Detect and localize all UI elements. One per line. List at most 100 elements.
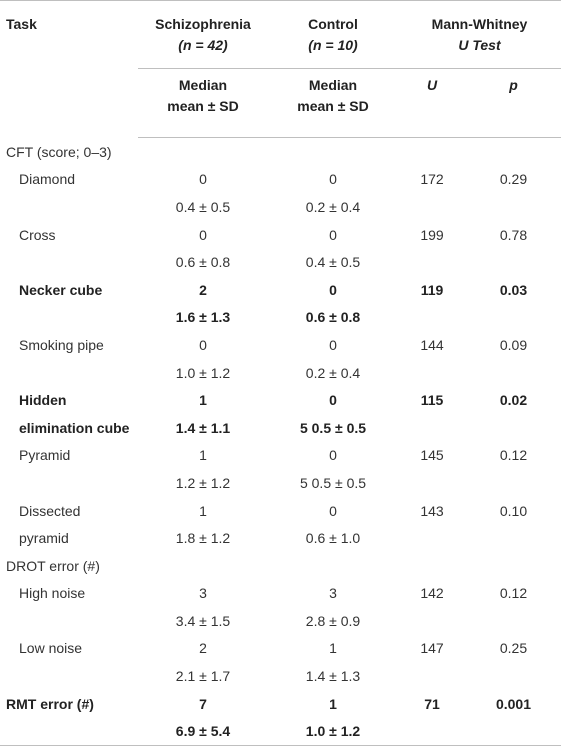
table-row: 1.2 ± 1.2 5 0.5 ± 0.5 — [0, 469, 561, 497]
cell-u: 144 — [420, 336, 444, 353]
cell-u: 142 — [420, 585, 444, 602]
cell-u: 119 — [420, 281, 444, 298]
cell-p — [466, 193, 561, 221]
cell-control: 0 — [329, 171, 337, 188]
cell-control: 3 — [329, 585, 337, 602]
cell-p: 0.02 — [499, 392, 528, 409]
header-row-2: Median mean ± SD Median mean ± SD U p — [0, 68, 561, 138]
cell-schizophrenia: 2 — [199, 281, 207, 298]
cell-schizophrenia: 3 — [199, 585, 207, 602]
cell-p: 0.78 — [499, 226, 528, 243]
table-row: 1.6 ± 1.3 0.6 ± 0.8 — [0, 304, 561, 332]
cell-u — [398, 607, 466, 635]
cell-p: 0.03 — [499, 281, 528, 298]
task-label: Diamond — [19, 171, 76, 188]
table-row: CFT (score; 0–3) — [0, 138, 561, 166]
cell-control: 0.2 ± 0.4 — [305, 364, 361, 381]
cell-u — [398, 304, 466, 332]
section-label — [0, 717, 138, 747]
header-mann-whitney: Mann-Whitney U Test — [398, 0, 561, 69]
cell-u — [398, 248, 466, 276]
table-row: Pyramid 1 0 145 0.12 — [0, 442, 561, 470]
task-label — [0, 248, 138, 276]
cell-schizophrenia: 3.4 ± 1.5 — [175, 612, 231, 629]
table-row: 1.0 ± 1.2 0.2 ± 0.4 — [0, 359, 561, 387]
table-row: Cross 0 0 199 0.78 — [0, 221, 561, 249]
cell-p — [466, 248, 561, 276]
cell-u: 115 — [420, 392, 444, 409]
cell-schizophrenia: 1 — [199, 502, 207, 519]
section-label: RMT error (#) — [6, 695, 94, 712]
task-label: Dissected — [19, 502, 81, 519]
cell-schizophrenia: 7 — [199, 695, 207, 712]
cell-schizophrenia: 1.6 ± 1.3 — [175, 309, 231, 326]
cell-u — [398, 193, 466, 221]
header-task: Task — [6, 16, 37, 32]
header-mw-title: Mann-Whitney — [431, 16, 528, 32]
task-label: Pyramid — [19, 447, 71, 464]
cell-schizophrenia: 2 — [199, 640, 207, 657]
cell-schizophrenia: 6.9 ± 5.4 — [138, 717, 268, 747]
task-label: High noise — [19, 585, 86, 602]
cell-schizophrenia: 1.0 ± 1.2 — [175, 364, 231, 381]
table-row: High noise 3 3 142 0.12 — [0, 580, 561, 608]
cell-control — [268, 138, 398, 166]
cell-p — [466, 359, 561, 387]
cell-schizophrenia: 0 — [199, 171, 207, 188]
cell-p — [466, 304, 561, 332]
cell-control: 0 — [329, 281, 337, 298]
header-median: Median — [308, 77, 358, 93]
task-label: pyramid — [19, 530, 69, 547]
header-mean-sd: mean ± SD — [297, 98, 369, 114]
cell-control: 1.4 ± 1.3 — [305, 668, 361, 685]
task-label — [0, 359, 138, 387]
cell-control: 1.0 ± 1.2 — [268, 717, 398, 747]
table-row: Diamond 0 0 172 0.29 — [0, 166, 561, 194]
cell-schizophrenia — [138, 552, 268, 580]
cell-control: 0 — [329, 502, 337, 519]
header-mw-sub: U Test — [458, 37, 501, 53]
cell-p — [466, 138, 561, 166]
header-p: p — [466, 68, 561, 138]
cell-u: 147 — [420, 640, 444, 657]
cell-p — [466, 524, 561, 552]
table-row: Hidden 1 0 115 0.02 — [0, 386, 561, 414]
table-row: Low noise 2 1 147 0.25 — [0, 635, 561, 663]
cell-u — [398, 662, 466, 690]
cell-control: 2.8 ± 0.9 — [305, 612, 361, 629]
cell-control: 5 0.5 ± 0.5 — [299, 419, 367, 436]
cell-p — [466, 717, 561, 747]
cell-u — [398, 469, 466, 497]
section-label: DROT error (#) — [6, 557, 100, 574]
cell-schizophrenia: 2.1 ± 1.7 — [175, 668, 231, 685]
cell-schizophrenia: 1 — [199, 447, 207, 464]
cell-u: 143 — [420, 502, 444, 519]
cell-control: 0 — [329, 392, 337, 409]
cell-u — [398, 414, 466, 442]
task-label — [0, 662, 138, 690]
task-label: Necker cube — [19, 281, 103, 298]
cell-schizophrenia: 0 — [199, 226, 207, 243]
cell-schizophrenia: 1.2 ± 1.2 — [175, 474, 231, 491]
cell-p: 0.25 — [499, 640, 528, 657]
cell-control: 0.4 ± 0.5 — [305, 254, 361, 271]
cell-schizophrenia: 1.4 ± 1.1 — [175, 419, 231, 436]
header-u: U — [398, 68, 466, 138]
section-label: CFT (score; 0–3) — [6, 143, 112, 160]
table-row: 6.9 ± 5.4 1.0 ± 1.2 — [0, 717, 561, 747]
header-control-n: (n = 10) — [308, 37, 358, 53]
cell-p: 0.09 — [499, 336, 528, 353]
task-label — [0, 304, 138, 332]
cell-control — [268, 552, 398, 580]
table-row: RMT error (#) 7 1 71 0.001 — [0, 690, 561, 718]
table-row: Necker cube 2 0 119 0.03 — [0, 276, 561, 304]
cell-control: 0.6 ± 0.8 — [305, 309, 361, 326]
task-label — [0, 469, 138, 497]
cell-p: 0.12 — [499, 447, 528, 464]
task-label: Smoking pipe — [19, 336, 104, 353]
table-row: Smoking pipe 0 0 144 0.09 — [0, 331, 561, 359]
cell-schizophrenia: 0 — [199, 336, 207, 353]
cell-control: 0.6 ± 1.0 — [305, 530, 361, 547]
cell-control: 5 0.5 ± 0.5 — [299, 474, 367, 491]
cell-control: 1 — [329, 640, 337, 657]
